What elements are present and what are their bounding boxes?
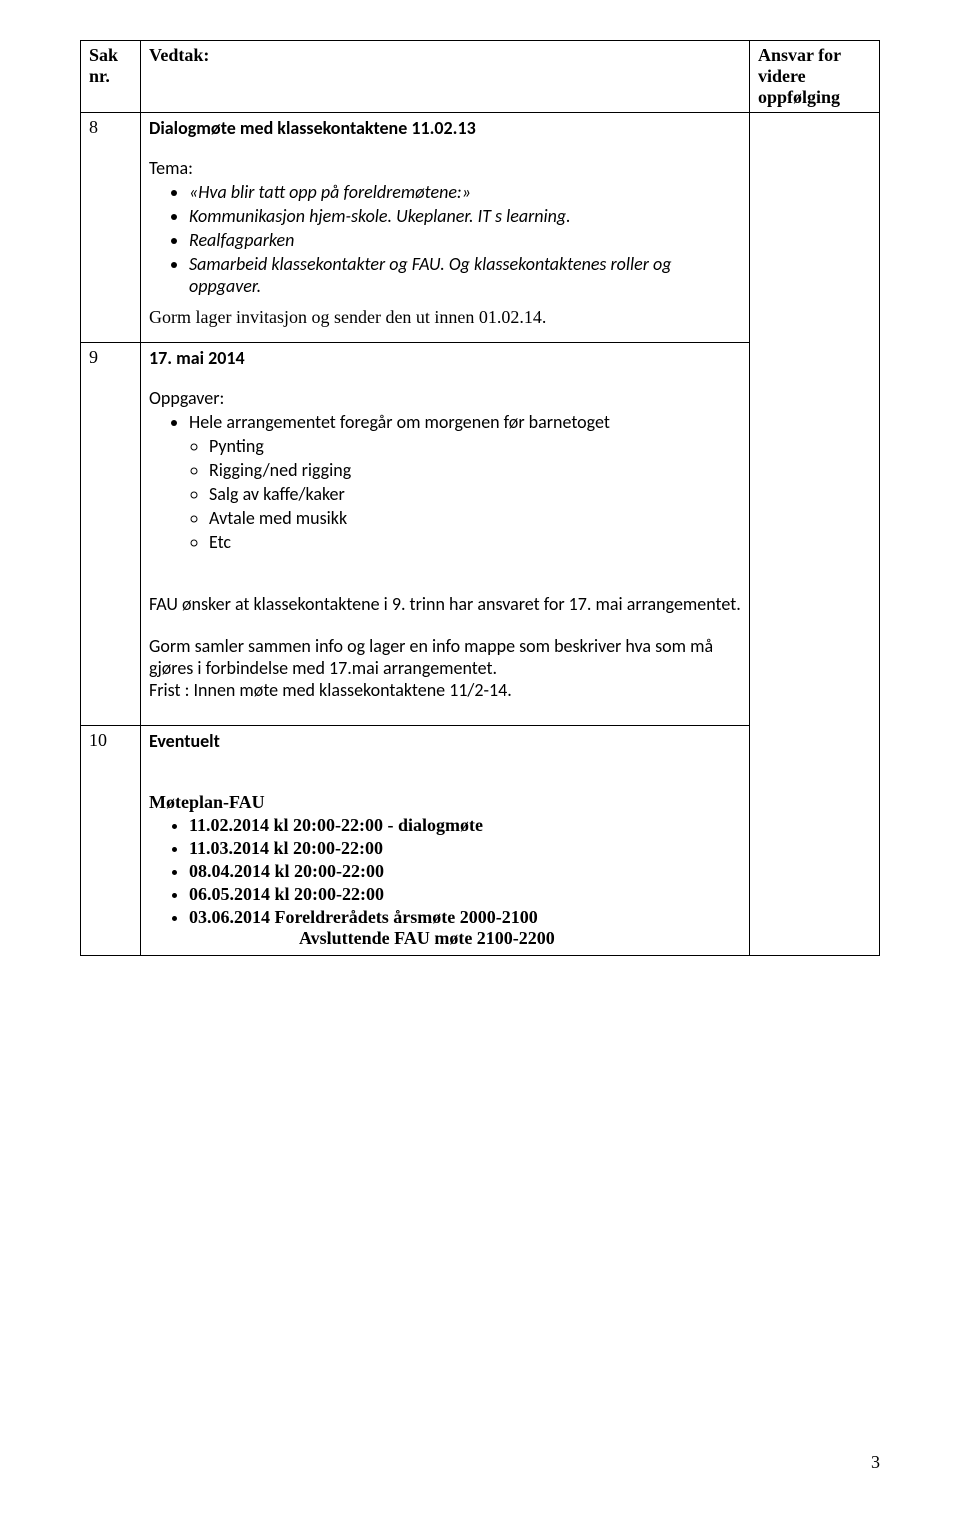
header-sak-l1: Sak <box>89 45 118 65</box>
list-item: «Hva blir tatt opp på foreldremøtene:» <box>189 181 741 203</box>
list-item: Etc <box>209 531 741 553</box>
list-item: Salg av kaffe/kaker <box>209 483 741 505</box>
header-vedtak: Vedtak: <box>141 41 750 113</box>
document-page: Sak nr. Vedtak: Ansvar for videre oppføl… <box>0 0 960 1513</box>
row9-p3: Frist : Innen møte med klassekontaktene … <box>149 679 512 701</box>
row8-content: Dialogmøte med klassekontaktene 11.02.13… <box>141 113 750 343</box>
row10-plan-tail: Avsluttende FAU møte 2100-2200 <box>299 928 555 949</box>
row10-num-text: 10 <box>89 730 107 750</box>
list-item: 06.05.2014 kl 20:00-22:00 <box>189 884 741 905</box>
header-sak-l2: nr. <box>89 66 110 86</box>
header-ansvar-l1: Ansvar for <box>758 45 841 65</box>
row9-oppgaver-list: Hele arrangementet foregår om morgenen f… <box>149 411 741 433</box>
row10-title: Eventuelt <box>149 730 741 752</box>
row9-oppgaver-label: Oppgaver: <box>149 387 741 409</box>
table-row: 8 Dialogmøte med klassekontaktene 11.02.… <box>81 113 880 343</box>
list-item: Kommunikasjon hjem-skole. Ukeplaner. IT … <box>189 205 741 227</box>
header-ansvar-l2: videre <box>758 66 806 86</box>
header-vedtak-text: Vedtak: <box>149 45 209 65</box>
list-item: Realfagparken <box>189 229 741 251</box>
list-item: 11.03.2014 kl 20:00-22:00 <box>189 838 741 859</box>
row8-tema-list: «Hva blir tatt opp på foreldremøtene:» K… <box>149 181 741 297</box>
list-item: Rigging/ned rigging <box>209 459 741 481</box>
page-number: 3 <box>871 1452 880 1473</box>
row10-plan-title: Møteplan-FAU <box>149 792 741 813</box>
list-item: 08.04.2014 kl 20:00-22:00 <box>189 861 741 882</box>
row9-p1: FAU ønsker at klassekontaktene i 9. trin… <box>149 593 741 615</box>
list-item: Avtale med musikk <box>209 507 741 529</box>
row9-num-text: 9 <box>89 347 98 367</box>
row9-num: 9 <box>81 343 141 726</box>
row8-title: Dialogmøte med klassekontaktene 11.02.13 <box>149 117 741 139</box>
row9-p2: Gorm samler sammen info og lager en info… <box>149 635 713 679</box>
row9-oppgaver-sublist: Pynting Rigging/ned rigging Salg av kaff… <box>149 435 741 553</box>
header-sak: Sak nr. <box>81 41 141 113</box>
row8-num-text: 8 <box>89 117 98 137</box>
row8-num: 8 <box>81 113 141 343</box>
list-item: Samarbeid klassekontakter og FAU. Og kla… <box>189 253 741 297</box>
main-table: Sak nr. Vedtak: Ansvar for videre oppføl… <box>80 40 880 956</box>
list-item: 11.02.2014 kl 20:00-22:00 - dialogmøte <box>189 815 741 836</box>
row10-num: 10 <box>81 726 141 956</box>
list-item: Hele arrangementet foregår om morgenen f… <box>189 411 741 433</box>
row9-content: 17. mai 2014 Oppgaver: Hele arrangemente… <box>141 343 750 726</box>
table-header-row: Sak nr. Vedtak: Ansvar for videre oppføl… <box>81 41 880 113</box>
row10-plan-item5: 03.06.2014 Foreldrerådets årsmøte 2000-2… <box>189 907 538 927</box>
row9-title: 17. mai 2014 <box>149 347 741 369</box>
row10-content: Eventuelt Møteplan-FAU 11.02.2014 kl 20:… <box>141 726 750 956</box>
ansvar-cell <box>750 113 880 956</box>
row8-after: Gorm lager invitasjon og sender den ut i… <box>149 307 741 328</box>
row8-tema-label: Tema: <box>149 157 741 179</box>
list-item: Pynting <box>209 435 741 457</box>
row10-plan-list: 11.02.2014 kl 20:00-22:00 - dialogmøte 1… <box>149 815 741 949</box>
header-ansvar-l3: oppfølging <box>758 87 840 107</box>
list-item: 03.06.2014 Foreldrerådets årsmøte 2000-2… <box>189 907 741 949</box>
header-ansvar: Ansvar for videre oppfølging <box>750 41 880 113</box>
